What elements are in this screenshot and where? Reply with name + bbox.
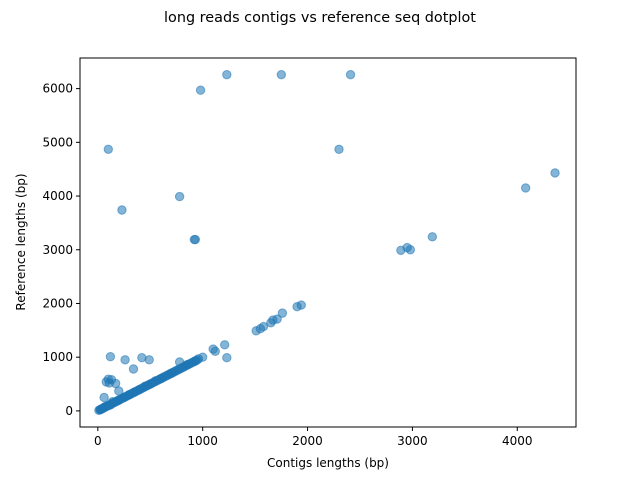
scatter-point	[144, 355, 154, 365]
chart-title: long reads contigs vs reference seq dotp…	[164, 10, 476, 26]
scatter-points	[94, 69, 560, 416]
y-tick-label: 5000	[42, 135, 73, 149]
x-tick-label: 2000	[292, 434, 323, 448]
scatter-point	[222, 353, 232, 363]
x-axis-label: Contigs lengths (bp)	[267, 456, 389, 470]
scatter-point	[120, 355, 130, 365]
y-axis-label: Reference lengths (bp)	[14, 173, 28, 310]
y-tick-label: 4000	[42, 189, 73, 203]
scatter-point	[550, 168, 560, 178]
x-axis-ticks: 0 1000 2000 3000 4000	[94, 427, 533, 448]
x-tick-label: 0	[94, 434, 102, 448]
scatter-point	[195, 85, 206, 95]
scatter-point	[334, 144, 344, 155]
scatter-point	[105, 351, 116, 362]
scatter-point	[222, 69, 232, 80]
scatter-point	[117, 205, 127, 215]
scatter-point	[174, 191, 185, 202]
x-tick-label: 4000	[502, 434, 533, 448]
scatter-point	[277, 308, 288, 318]
scatter-point	[345, 69, 356, 80]
scatter-point	[220, 340, 230, 350]
scatter-point	[99, 392, 109, 403]
y-tick-label: 3000	[42, 243, 73, 257]
x-tick-label: 1000	[187, 434, 218, 448]
scatter-point	[272, 314, 282, 324]
scatter-point	[192, 355, 202, 365]
y-axis-ticks: 0 1000 2000 3000 4000 5000 6000	[42, 82, 80, 418]
scatter-point	[258, 321, 269, 332]
x-tick-label: 3000	[397, 434, 428, 448]
y-tick-label: 1000	[42, 350, 73, 364]
y-tick-label: 2000	[42, 296, 73, 310]
plot-area-frame	[79, 57, 577, 428]
y-tick-label: 6000	[42, 82, 73, 96]
y-tick-label: 0	[65, 404, 73, 418]
scatter-point	[405, 245, 416, 255]
scatter-point	[210, 346, 220, 356]
scatter-point	[276, 69, 287, 80]
scatter-point	[520, 183, 531, 193]
scatter-point	[427, 232, 438, 242]
scatter-point	[296, 300, 306, 310]
scatter-point	[103, 144, 114, 155]
scatter-point	[190, 234, 201, 245]
scatter-point	[128, 364, 139, 374]
